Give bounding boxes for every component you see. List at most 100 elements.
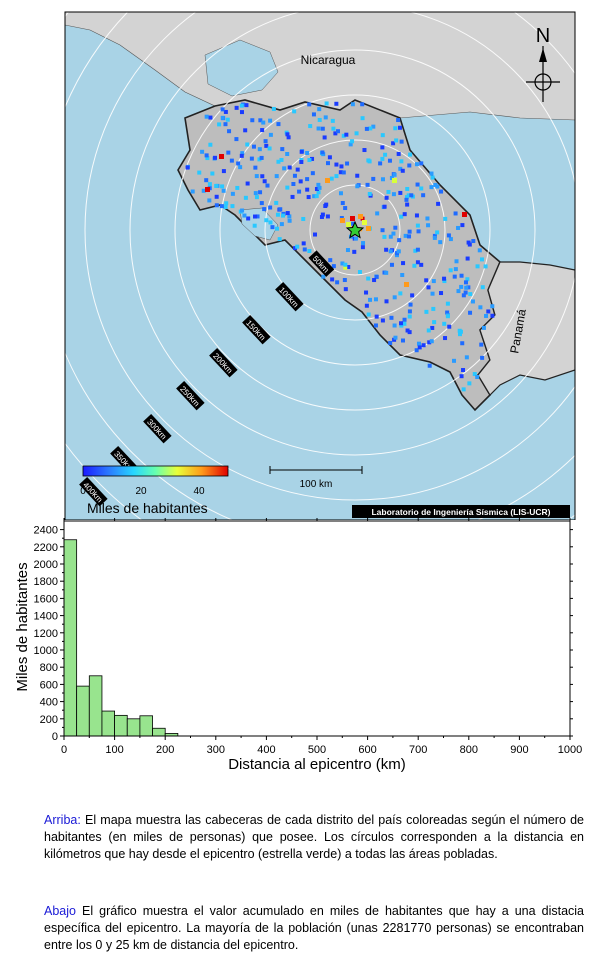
population-point xyxy=(404,197,409,202)
population-histogram: Miles de habitantes Distancia al epicent… xyxy=(14,518,582,773)
population-point xyxy=(478,305,483,310)
population-point xyxy=(459,273,464,278)
population-point xyxy=(456,225,461,230)
population-point xyxy=(400,168,405,173)
population-point xyxy=(346,222,351,227)
population-point xyxy=(419,186,424,191)
population-point xyxy=(276,122,281,127)
population-point xyxy=(343,265,348,270)
population-point xyxy=(394,253,399,258)
y-tick-label: 1600 xyxy=(34,593,58,605)
population-point xyxy=(384,247,389,252)
y-tick-label: 1200 xyxy=(34,628,58,640)
population-point xyxy=(460,341,465,346)
population-point xyxy=(461,293,466,298)
population-point xyxy=(262,207,267,212)
population-point xyxy=(424,309,429,314)
population-point xyxy=(393,126,398,131)
population-point xyxy=(414,213,419,218)
population-point xyxy=(190,189,195,194)
north-arrow-icon: N xyxy=(526,25,560,102)
y-tick-label: 0 xyxy=(52,731,58,743)
population-point xyxy=(429,185,434,190)
population-point xyxy=(221,188,226,193)
population-point xyxy=(398,291,403,296)
population-point xyxy=(226,150,231,155)
population-point xyxy=(453,211,458,216)
population-point xyxy=(324,202,329,207)
population-point xyxy=(426,223,431,228)
svg-text:100 km: 100 km xyxy=(300,479,333,490)
population-point xyxy=(414,348,419,353)
population-point xyxy=(407,163,412,168)
population-point xyxy=(445,314,450,319)
population-point xyxy=(298,179,303,184)
population-point xyxy=(475,375,480,380)
population-point xyxy=(268,205,273,210)
population-point xyxy=(367,159,372,164)
population-point xyxy=(392,323,397,328)
population-point xyxy=(466,285,471,290)
population-point xyxy=(431,306,436,311)
population-point xyxy=(238,165,243,170)
population-point xyxy=(265,183,270,188)
population-point xyxy=(399,139,404,144)
population-point xyxy=(327,155,332,160)
population-point xyxy=(285,132,290,137)
histogram-bar xyxy=(152,727,166,737)
population-point xyxy=(220,115,225,120)
population-point xyxy=(416,341,421,346)
population-point xyxy=(264,143,269,148)
population-point xyxy=(240,151,245,156)
population-point xyxy=(219,204,224,209)
panama-land xyxy=(477,261,575,396)
population-point xyxy=(204,153,209,158)
description-top-lead: Arriba: xyxy=(44,813,81,827)
population-point xyxy=(483,264,488,269)
population-point xyxy=(307,102,312,107)
population-point xyxy=(389,315,394,320)
population-point xyxy=(454,259,459,264)
population-point xyxy=(480,257,485,262)
population-point xyxy=(292,109,297,114)
population-point xyxy=(339,215,344,220)
population-point xyxy=(392,295,397,300)
population-point xyxy=(439,189,444,194)
population-point xyxy=(282,166,287,171)
population-point xyxy=(399,159,404,164)
svg-text:0: 0 xyxy=(80,486,86,497)
population-point xyxy=(402,321,407,326)
y-tick-label: 2200 xyxy=(34,542,58,554)
population-point xyxy=(292,173,297,178)
population-point xyxy=(453,267,458,272)
population-point xyxy=(360,102,365,107)
x-tick-label: 1000 xyxy=(558,744,582,756)
y-tick-label: 200 xyxy=(40,714,58,726)
population-point xyxy=(464,285,469,290)
population-point xyxy=(264,218,269,223)
population-point xyxy=(463,290,468,295)
y-tick-label: 1800 xyxy=(34,576,58,588)
population-point xyxy=(368,126,373,131)
population-point xyxy=(452,358,457,363)
population-point xyxy=(421,343,426,348)
population-point xyxy=(262,179,267,184)
population-point xyxy=(251,144,256,149)
population-point xyxy=(207,198,212,203)
population-point xyxy=(246,216,251,221)
population-point xyxy=(275,212,280,217)
population-point xyxy=(310,156,315,161)
population-point xyxy=(439,291,444,296)
population-point xyxy=(407,330,412,335)
population-point xyxy=(427,340,432,345)
population-point xyxy=(354,131,359,136)
population-point xyxy=(360,116,365,121)
population-point xyxy=(452,274,457,279)
population-point xyxy=(425,216,430,221)
population-point xyxy=(229,158,234,163)
population-point xyxy=(317,117,322,122)
population-point xyxy=(260,128,265,133)
population-point xyxy=(407,234,412,239)
x-tick-label: 300 xyxy=(207,744,225,756)
description-top-text: El mapa muestra las cabeceras de cada di… xyxy=(44,813,584,861)
